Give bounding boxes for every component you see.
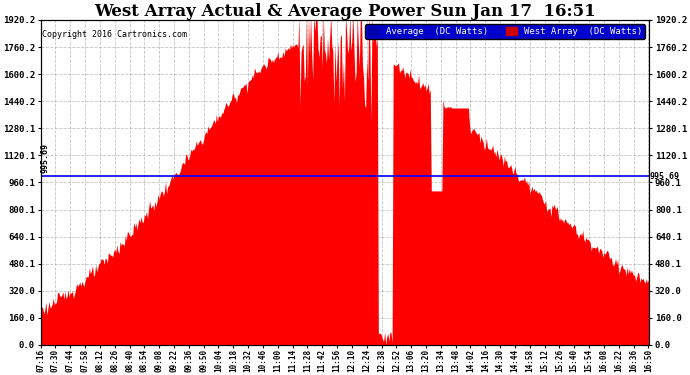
Text: 995.69: 995.69	[649, 172, 680, 181]
Text: Copyright 2016 Cartronics.com: Copyright 2016 Cartronics.com	[42, 30, 187, 39]
Legend: Average  (DC Watts), West Array  (DC Watts): Average (DC Watts), West Array (DC Watts…	[365, 24, 645, 39]
Title: West Array Actual & Average Power Sun Jan 17  16:51: West Array Actual & Average Power Sun Ja…	[95, 3, 595, 20]
Text: 995.69: 995.69	[41, 143, 50, 173]
